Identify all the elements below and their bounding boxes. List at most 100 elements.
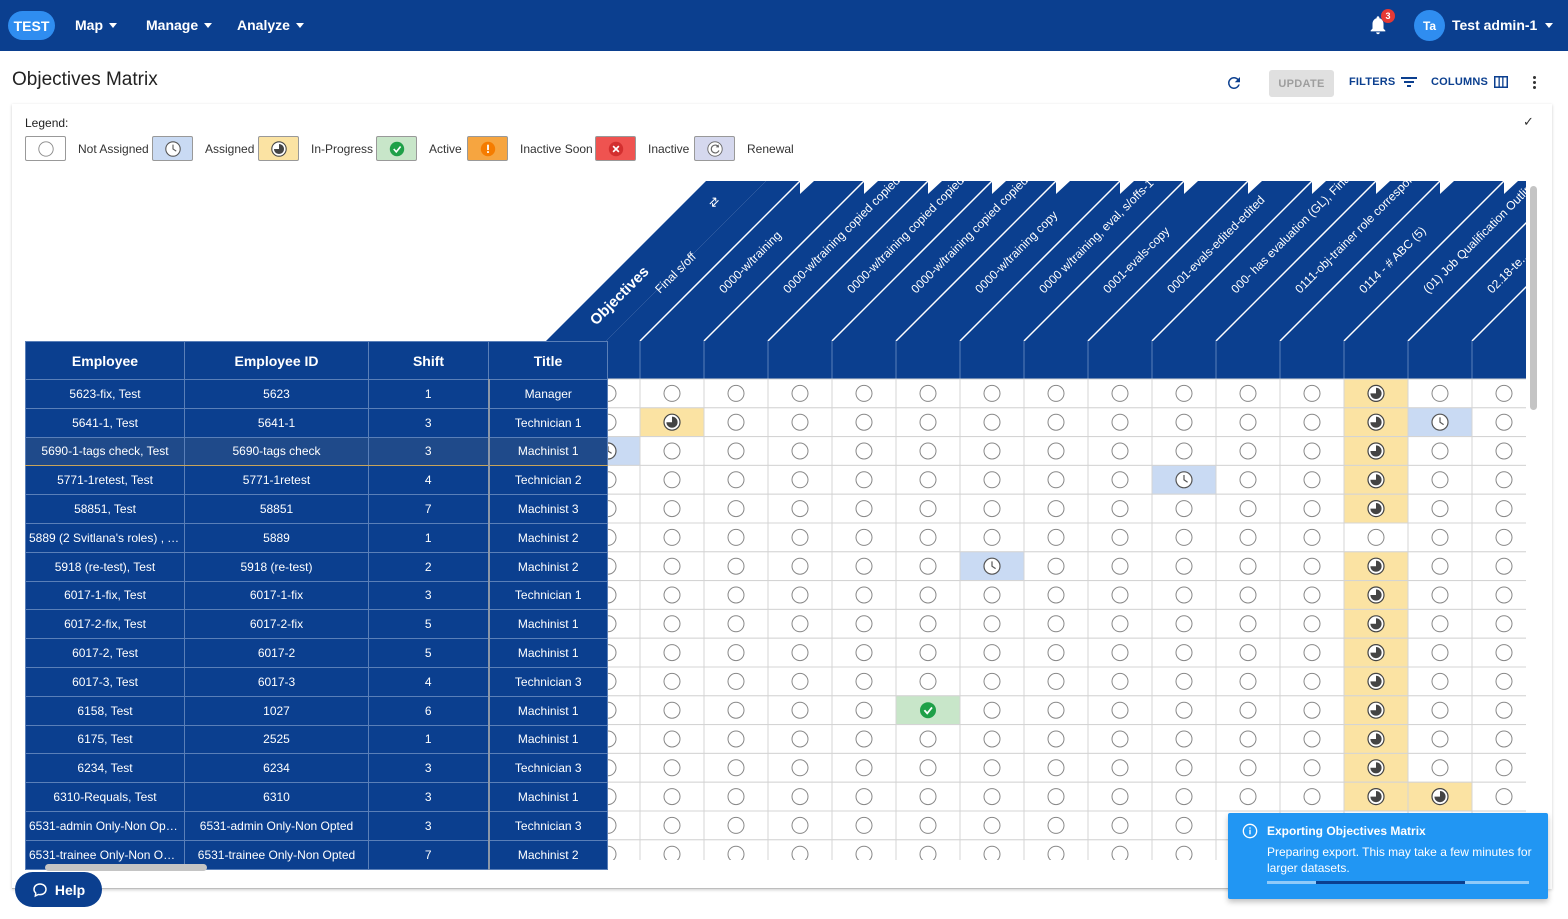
matrix-cell[interactable] <box>639 407 705 438</box>
matrix-cell[interactable] <box>831 724 897 754</box>
matrix-cell[interactable] <box>1279 695 1345 726</box>
matrix-cell[interactable] <box>1279 436 1345 466</box>
matrix-cell[interactable] <box>703 464 769 495</box>
table-row[interactable]: 5623-fix, Test 5623 1 Manager <box>25 379 608 409</box>
matrix-cell[interactable] <box>1215 608 1281 639</box>
matrix-cell[interactable] <box>767 493 833 524</box>
matrix-cell[interactable] <box>639 695 705 726</box>
matrix-cell[interactable] <box>895 810 961 841</box>
column-header-employee[interactable]: Employee <box>25 341 185 380</box>
matrix-cell[interactable] <box>1087 551 1153 582</box>
matrix-cell[interactable] <box>1151 407 1217 438</box>
matrix-cell[interactable] <box>895 551 961 582</box>
matrix-cell[interactable] <box>639 551 705 582</box>
matrix-cell[interactable] <box>1407 407 1473 438</box>
matrix-cell[interactable] <box>1151 666 1217 697</box>
matrix-cell[interactable] <box>959 580 1025 610</box>
horizontal-scrollbar[interactable] <box>45 864 207 871</box>
matrix-cell[interactable] <box>1471 522 1526 553</box>
matrix-cell[interactable] <box>895 608 961 639</box>
matrix-cell[interactable] <box>1471 378 1526 409</box>
matrix-cell[interactable] <box>1279 378 1345 409</box>
matrix-cell[interactable] <box>959 637 1025 668</box>
matrix-cell[interactable] <box>1471 436 1526 466</box>
brand-badge[interactable]: TEST <box>8 11 55 40</box>
matrix-cell[interactable] <box>1087 378 1153 409</box>
matrix-cell[interactable] <box>1151 551 1217 582</box>
matrix-cell[interactable] <box>1215 407 1281 438</box>
matrix-cell[interactable] <box>1343 781 1409 812</box>
avatar[interactable]: Ta <box>1414 10 1445 41</box>
matrix-cell[interactable] <box>767 436 833 466</box>
nav-menu-map[interactable]: Map <box>75 17 117 33</box>
matrix-cell[interactable] <box>959 666 1025 697</box>
matrix-cell[interactable] <box>831 810 897 841</box>
matrix-cell[interactable] <box>1023 839 1089 860</box>
matrix-cell[interactable] <box>959 695 1025 726</box>
matrix-cell[interactable] <box>767 695 833 726</box>
matrix-cell[interactable] <box>1471 666 1526 697</box>
table-row[interactable]: 6234, Test 6234 3 Technician 3 <box>25 753 608 784</box>
matrix-cell[interactable] <box>767 522 833 553</box>
matrix-cell[interactable] <box>1471 724 1526 754</box>
table-row[interactable]: 58851, Test 58851 7 Machinist 3 <box>25 494 608 524</box>
matrix-cell[interactable] <box>1407 464 1473 495</box>
matrix-cell[interactable] <box>1279 551 1345 582</box>
matrix-cell[interactable] <box>1023 752 1089 783</box>
matrix-cell[interactable] <box>1343 608 1409 639</box>
matrix-cell[interactable] <box>1407 493 1473 524</box>
matrix-cell[interactable] <box>767 464 833 495</box>
filters-button[interactable]: FILTERS <box>1349 76 1418 88</box>
matrix-cell[interactable] <box>1407 724 1473 754</box>
matrix-cell[interactable] <box>1471 752 1526 783</box>
table-row[interactable]: 5690-1-tags check, Test 5690-tags check 3 M… <box>25 436 608 467</box>
matrix-cell[interactable] <box>1279 580 1345 610</box>
matrix-cell[interactable] <box>1343 637 1409 668</box>
matrix-cell[interactable] <box>1343 551 1409 582</box>
matrix-cell[interactable] <box>831 464 897 495</box>
matrix-cell[interactable] <box>1023 551 1089 582</box>
matrix-cell[interactable] <box>1023 378 1089 409</box>
user-menu[interactable]: Test admin-1 <box>1452 17 1554 33</box>
matrix-cell[interactable] <box>1151 810 1217 841</box>
matrix-cell[interactable] <box>1151 493 1217 524</box>
matrix-cell[interactable] <box>959 608 1025 639</box>
matrix-cell[interactable] <box>1151 724 1217 754</box>
matrix-cell[interactable] <box>639 608 705 639</box>
matrix-cell[interactable] <box>767 724 833 754</box>
matrix-cell[interactable] <box>1023 724 1089 754</box>
matrix-cell[interactable] <box>1023 608 1089 639</box>
matrix-cell[interactable] <box>1407 378 1473 409</box>
matrix-cell[interactable] <box>831 378 897 409</box>
matrix-cell[interactable] <box>1407 695 1473 726</box>
matrix-cell[interactable] <box>1279 407 1345 438</box>
matrix-cell[interactable] <box>895 637 961 668</box>
nav-menu-manage[interactable]: Manage <box>146 17 213 33</box>
table-row[interactable]: 6017-3, Test 6017-3 4 Technician 3 <box>25 666 608 697</box>
matrix-cell[interactable] <box>1279 724 1345 754</box>
matrix-cell[interactable] <box>895 839 961 860</box>
matrix-cell[interactable] <box>703 436 769 466</box>
matrix-cell[interactable] <box>1471 608 1526 639</box>
matrix-cell[interactable] <box>703 378 769 409</box>
matrix-cell[interactable] <box>895 752 961 783</box>
matrix-cell[interactable] <box>1407 781 1473 812</box>
matrix-cell[interactable] <box>831 695 897 726</box>
matrix-cell[interactable] <box>1279 781 1345 812</box>
matrix-cell[interactable] <box>831 666 897 697</box>
matrix-cell[interactable] <box>895 464 961 495</box>
matrix-cell[interactable] <box>703 493 769 524</box>
matrix-cell[interactable] <box>703 407 769 438</box>
matrix-cell[interactable] <box>1023 407 1089 438</box>
matrix-cell[interactable] <box>1407 637 1473 668</box>
matrix-cell[interactable] <box>639 752 705 783</box>
column-header-title[interactable]: Title <box>488 341 608 380</box>
columns-button[interactable]: COLUMNS <box>1431 76 1509 88</box>
matrix-cell[interactable] <box>1343 522 1409 553</box>
matrix-cell[interactable] <box>1343 493 1409 524</box>
column-header-shift[interactable]: Shift <box>368 341 489 380</box>
matrix-cell[interactable] <box>1215 436 1281 466</box>
matrix-cell[interactable] <box>767 752 833 783</box>
matrix-cell[interactable] <box>1343 407 1409 438</box>
matrix-cell[interactable] <box>767 810 833 841</box>
